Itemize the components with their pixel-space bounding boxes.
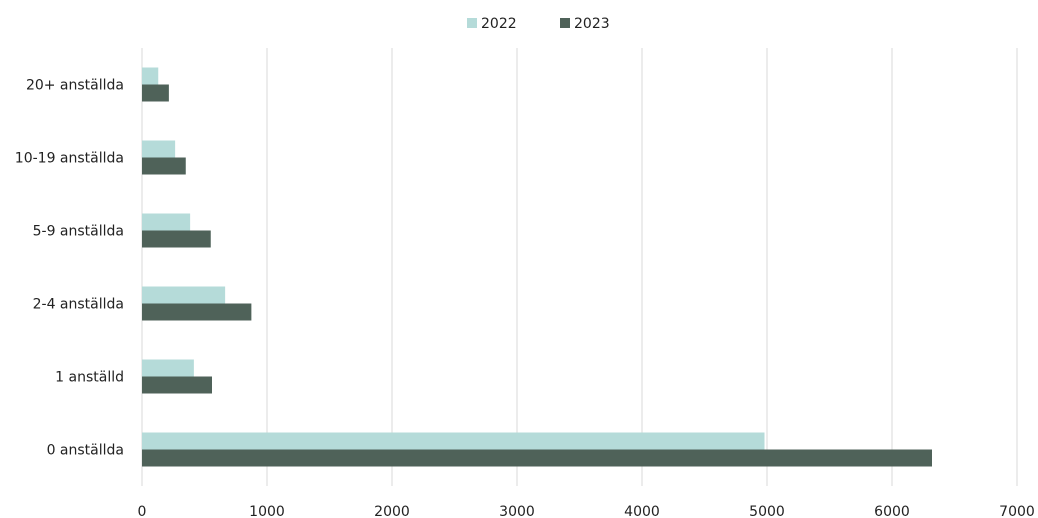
bar-2022-4 [142, 359, 194, 377]
legend: 2022 2023 [467, 16, 610, 32]
x-tick-label: 6000 [874, 504, 910, 518]
x-tick-label: 1000 [249, 504, 285, 518]
legend-swatch-2023 [560, 18, 570, 28]
category-label: 10-19 anställda [15, 151, 124, 167]
legend-label-2023: 2023 [574, 16, 610, 32]
x-tick-labels: 0 1000 2000 3000 4000 5000 6000 7000 [138, 504, 1035, 518]
legend-label-2022: 2022 [481, 16, 517, 32]
bar-2023-5 [142, 449, 932, 467]
bars [142, 67, 932, 467]
category-label: 1 anställd [55, 370, 124, 386]
x-tick-label: 0 [138, 504, 147, 518]
category-label: 0 anställda [47, 443, 124, 459]
x-tick-label: 4000 [624, 504, 660, 518]
bar-2022-5 [142, 432, 765, 450]
x-tick-label: 3000 [499, 504, 535, 518]
category-label: 2-4 anställda [33, 297, 124, 313]
x-tick-label: 5000 [749, 504, 785, 518]
bar-2022-0 [142, 67, 159, 85]
category-label: 20+ anställda [26, 78, 124, 94]
gridlines [141, 48, 1018, 486]
category-labels: 20+ anställda 10-19 anställda 5-9 anställd… [15, 78, 124, 459]
category-label: 5-9 anställda [33, 224, 124, 240]
legend-swatch-2022 [467, 18, 477, 28]
x-tick-label: 2000 [374, 504, 410, 518]
bar-2023-3 [142, 303, 252, 321]
bar-2022-1 [142, 140, 176, 158]
bar-2023-1 [142, 157, 186, 175]
bar-2023-2 [142, 230, 211, 248]
bar-2022-3 [142, 286, 226, 304]
x-tick-label: 7000 [999, 504, 1035, 518]
bar-2023-4 [142, 376, 212, 394]
bar-2022-2 [142, 213, 191, 231]
bar-2023-0 [142, 84, 169, 102]
